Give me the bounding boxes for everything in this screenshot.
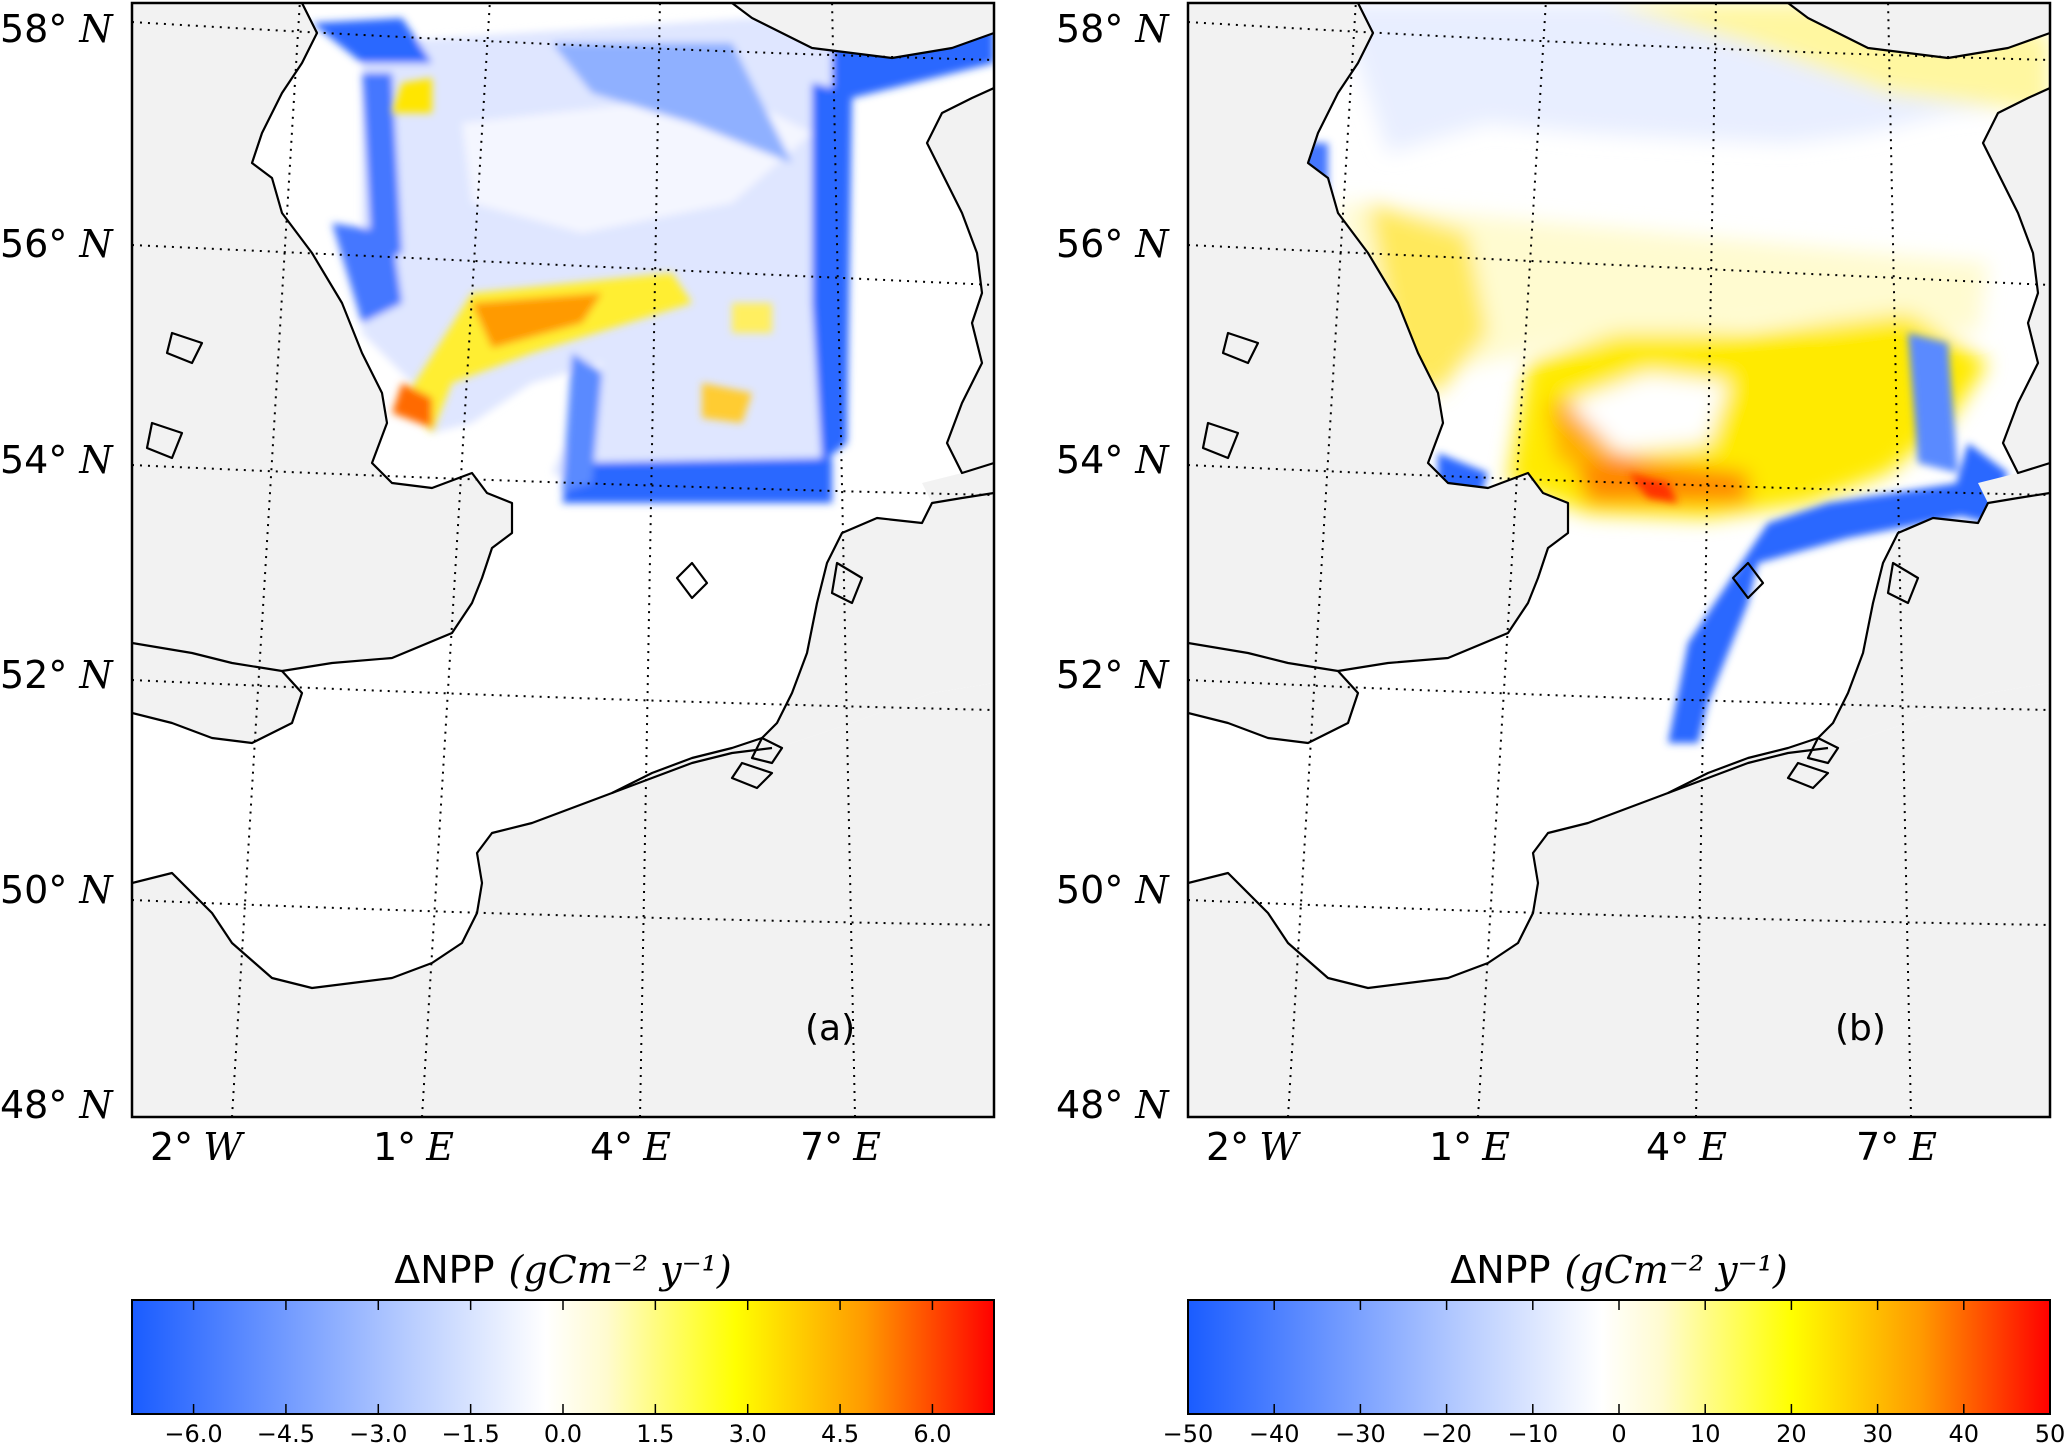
colorbar-tick-label: 4.5 xyxy=(821,1420,859,1446)
svg-text:2°W: 2° W xyxy=(150,1125,245,1169)
svg-text:48°N: 48° N xyxy=(0,1083,114,1127)
colorbar-tick-label: 20 xyxy=(1776,1420,1807,1446)
svg-text:1°E: 1° E xyxy=(373,1125,454,1169)
colorbar-b: ΔNPP (gCm⁻² y⁻¹) −50 −40 −30 −20 −10 0 10 20 30 40… xyxy=(1163,1248,2066,1446)
colorbar-a: ΔNPP (gCm⁻² y⁻¹) −6.0 −4.5 −3.0 −1.5 0.0 1.5 3.… xyxy=(131,1248,995,1446)
panel-label: (b) xyxy=(1835,1008,1886,1049)
svg-text:54°N: 54° N xyxy=(1056,438,1170,482)
colorbar-tick-label: −6.0 xyxy=(164,1420,222,1446)
svg-text:52°N: 52° N xyxy=(1056,653,1170,697)
svg-text:48°N: 48° N xyxy=(1056,1083,1170,1127)
lat-label: 48° xyxy=(1056,1083,1123,1127)
colorbar-tick-label: −20 xyxy=(1421,1420,1472,1446)
svg-text:58°N: 58° N xyxy=(0,7,114,51)
colorbar-tick-label: 0 xyxy=(1611,1420,1626,1446)
panel-label: (a) xyxy=(805,1008,855,1049)
lat-label: 56° xyxy=(0,222,67,266)
colorbar-tick-label: −10 xyxy=(1507,1420,1558,1446)
lon-labels-a: 2° W 1° E 4° E 7° E xyxy=(150,1125,881,1169)
lon-label: 2° xyxy=(1206,1125,1249,1169)
svg-text:56°N: 56° N xyxy=(0,222,114,266)
lon-label: 1° xyxy=(373,1125,416,1169)
svg-text:4°E: 4° E xyxy=(1646,1125,1727,1169)
lon-labels-b: 2° W 1° E 4° E 7° E xyxy=(1206,1125,1937,1169)
lon-label: 4° xyxy=(590,1125,633,1169)
svg-text:58°N: 58° N xyxy=(1056,7,1170,51)
svg-text:4°E: 4° E xyxy=(590,1125,671,1169)
map-frame xyxy=(130,1,996,1119)
colorbar-tick-label: 3.0 xyxy=(729,1420,767,1446)
lat-label: 50° xyxy=(0,868,67,912)
colorbar-gradient xyxy=(131,1299,995,1415)
colorbar-tick-label: 6.0 xyxy=(913,1420,951,1446)
colorbar-ticks: −6.0 −4.5 −3.0 −1.5 0.0 1.5 3.0 4.5 6.0 xyxy=(164,1300,952,1446)
lat-label: 58° xyxy=(0,7,67,51)
lon-label: 1° xyxy=(1429,1125,1472,1169)
colorbar-tick-label: −3.0 xyxy=(349,1420,407,1446)
svg-text:2°W: 2° W xyxy=(1206,1125,1301,1169)
svg-text:7°E: 7° E xyxy=(800,1125,881,1169)
lat-labels-b: 58° N 56° N 54° N 52° N 50° N 48° N xyxy=(1056,7,1170,1127)
svg-text:1°E: 1° E xyxy=(1429,1125,1510,1169)
lat-label: 50° xyxy=(1056,868,1123,912)
lon-label: 4° xyxy=(1646,1125,1689,1169)
colorbar-tick-label: 10 xyxy=(1690,1420,1721,1446)
lat-label: 58° xyxy=(1056,7,1123,51)
colorbar-title: ΔNPP (gCm⁻² y⁻¹) xyxy=(1450,1248,1787,1292)
graticule xyxy=(1188,3,2050,1117)
colorbar-tick-label: 1.5 xyxy=(636,1420,674,1446)
colorbar-title: ΔNPP (gCm⁻² y⁻¹) xyxy=(394,1248,731,1292)
colorbar-tick-label: −30 xyxy=(1335,1420,1386,1446)
colorbar-tick-label: −40 xyxy=(1249,1420,1300,1446)
lat-label: 56° xyxy=(1056,222,1123,266)
graticule xyxy=(132,3,994,1117)
colorbar-ticks: −50 −40 −30 −20 −10 0 10 20 30 40 50 xyxy=(1163,1300,2066,1446)
svg-text:54°N: 54° N xyxy=(0,438,114,482)
svg-text:50°N: 50° N xyxy=(0,868,114,912)
map-panel-b: (b) xyxy=(1186,1,2052,1119)
svg-text:52°N: 52° N xyxy=(0,653,114,697)
lat-label: 54° xyxy=(1056,438,1123,482)
colorbar-tick-label: 50 xyxy=(2035,1420,2066,1446)
colorbar-tick-label: 30 xyxy=(1862,1420,1893,1446)
svg-text:7°E: 7° E xyxy=(1856,1125,1937,1169)
lat-label: 52° xyxy=(0,653,67,697)
lat-label: 52° xyxy=(1056,653,1123,697)
map-frame xyxy=(1186,1,2052,1119)
lat-labels-a: 58° N 56° N 54° N 52° N 50° N 48° N xyxy=(0,7,114,1127)
colorbar-gradient xyxy=(1187,1299,2051,1415)
lon-label: 7° xyxy=(1856,1125,1899,1169)
lon-label: 7° xyxy=(800,1125,843,1169)
lat-label: 54° xyxy=(0,438,67,482)
colorbar-tick-label: −4.5 xyxy=(257,1420,315,1446)
colorbar-tick-label: −1.5 xyxy=(442,1420,500,1446)
svg-text:50°N: 50° N xyxy=(1056,868,1170,912)
colorbar-tick-label: −50 xyxy=(1163,1420,1214,1446)
svg-text:56°N: 56° N xyxy=(1056,222,1170,266)
colorbar-tick-label: 0.0 xyxy=(544,1420,582,1446)
map-panel-a: (a) xyxy=(130,1,996,1119)
colorbar-tick-label: 40 xyxy=(1949,1420,1980,1446)
lat-label: 48° xyxy=(0,1083,67,1127)
lon-label: 2° xyxy=(150,1125,193,1169)
